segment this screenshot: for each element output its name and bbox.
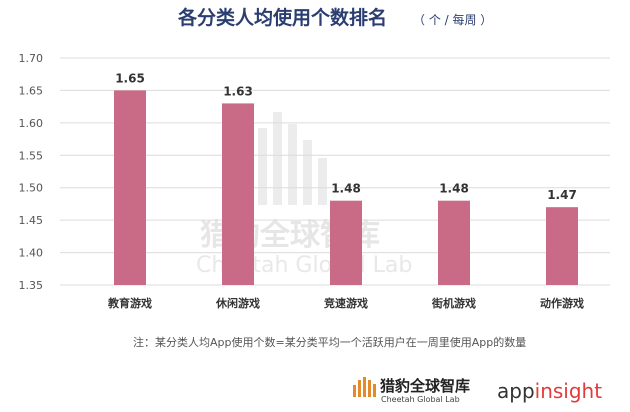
data-labels: 1.65 1.63 1.48 1.48 1.47 xyxy=(115,71,577,202)
cheetah-brand-en: Cheetah Global Lab xyxy=(381,395,460,404)
chart-note: 注：某分类人均App使用个数=某分类平均一个活跃用户在一周里使用App的数量 xyxy=(133,335,526,349)
chart-title: 各分类人均使用个数排名 xyxy=(177,6,387,29)
x-tick-label: 竞速游戏 xyxy=(324,296,368,310)
y-tick-label: 1.60 xyxy=(19,117,44,130)
cheetah-brand: 猎豹全球智库 Cheetah Global Lab xyxy=(353,377,470,404)
cheetah-logo-icon xyxy=(353,377,376,397)
x-tick-label: 街机游戏 xyxy=(431,296,476,310)
y-axis: 1.35 1.40 1.45 1.50 1.55 1.60 1.65 1.70 xyxy=(19,52,44,292)
y-tick-label: 1.70 xyxy=(19,52,44,65)
cheetah-brand-cn: 猎豹全球智库 xyxy=(380,377,470,395)
x-tick-label: 教育游戏 xyxy=(107,296,152,310)
x-tick-label: 休闲游戏 xyxy=(215,296,260,310)
data-label: 1.48 xyxy=(331,182,361,196)
bar xyxy=(222,103,254,286)
y-tick-label: 1.55 xyxy=(19,149,44,162)
data-label: 1.63 xyxy=(223,84,253,98)
bar xyxy=(438,200,470,285)
bar xyxy=(114,90,146,285)
appinsight-logo-insight: insight xyxy=(535,379,603,403)
chart-unit: （ 个 / 每周 ） xyxy=(413,12,492,27)
y-tick-label: 1.50 xyxy=(19,182,44,195)
data-label: 1.48 xyxy=(439,182,469,196)
bars xyxy=(114,90,578,286)
appinsight-logo: appinsight xyxy=(497,379,602,403)
y-tick-label: 1.65 xyxy=(19,84,44,97)
y-tick-label: 1.45 xyxy=(19,214,44,227)
appinsight-logo-app: app xyxy=(497,379,535,403)
y-tick-label: 1.35 xyxy=(19,279,44,292)
data-label: 1.65 xyxy=(115,71,145,85)
bar xyxy=(546,207,578,285)
watermark-logo-icon xyxy=(243,112,327,205)
y-tick-label: 1.40 xyxy=(19,247,44,260)
bar xyxy=(330,200,362,285)
x-axis: 教育游戏 休闲游戏 竞速游戏 街机游戏 动作游戏 xyxy=(107,296,584,310)
x-tick-label: 动作游戏 xyxy=(540,296,584,310)
data-label: 1.47 xyxy=(547,188,577,202)
